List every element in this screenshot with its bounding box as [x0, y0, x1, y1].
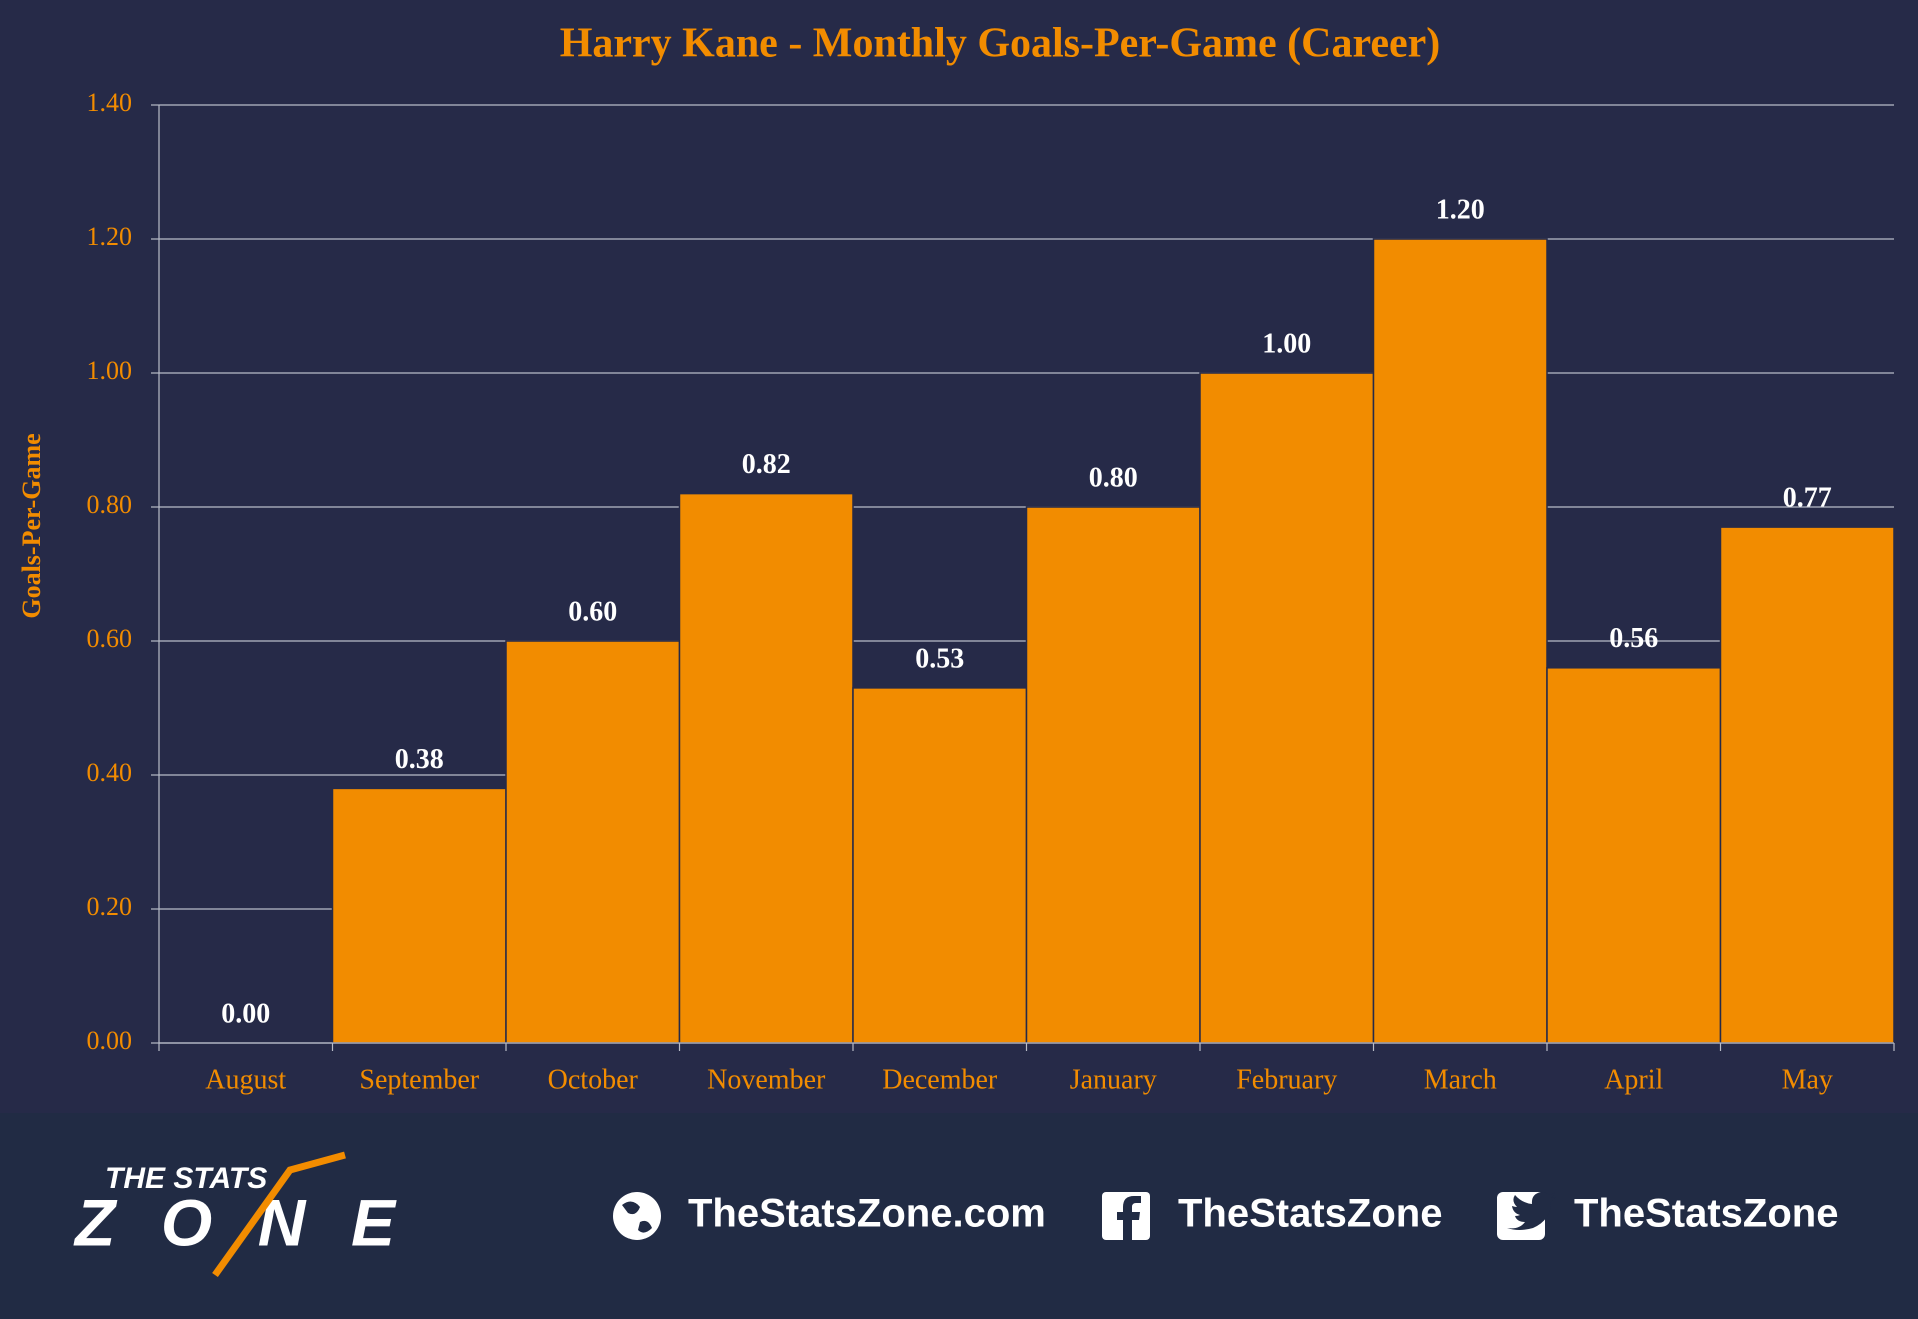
bar	[1025, 506, 1201, 1044]
data-label: 0.38	[395, 744, 444, 775]
x-tick-label: February	[1236, 1064, 1337, 1095]
data-label: 0.56	[1609, 623, 1658, 654]
y-tick-label: 1.40	[87, 88, 133, 117]
data-label: 1.20	[1436, 194, 1485, 225]
y-axis-label: Goals-Per-Game	[17, 433, 46, 618]
x-tick-label: September	[359, 1064, 479, 1095]
y-tick-label: 1.20	[87, 222, 133, 251]
globe-detail	[622, 1201, 652, 1233]
data-label: 0.00	[221, 998, 270, 1029]
y-tick-label: 0.00	[87, 1026, 133, 1055]
data-label: 0.80	[1089, 462, 1138, 493]
facebook-link[interactable]: TheStatsZone	[1178, 1192, 1442, 1236]
bar	[331, 787, 507, 1044]
data-label: 0.60	[568, 596, 617, 627]
facebook-f	[1117, 1196, 1141, 1240]
data-label: 0.77	[1783, 483, 1832, 514]
logo-swoosh	[212, 1151, 346, 1278]
x-tick-label: January	[1070, 1064, 1157, 1095]
data-label: 0.53	[915, 643, 964, 674]
x-tick-label: April	[1604, 1064, 1663, 1095]
x-tick-label: May	[1782, 1064, 1833, 1095]
x-tick-label: October	[548, 1064, 639, 1095]
chart-title: Harry Kane - Monthly Goals-Per-Game (Car…	[560, 21, 1441, 67]
y-tick-label: 0.80	[87, 490, 133, 519]
x-tick-label: December	[882, 1064, 998, 1095]
y-tick-label: 1.00	[87, 356, 133, 385]
bar	[505, 640, 681, 1044]
twitter-bird	[1507, 1192, 1556, 1230]
bar	[1372, 238, 1548, 1044]
bar	[1546, 667, 1722, 1044]
globe-icon	[613, 1192, 661, 1240]
bar	[852, 687, 1028, 1044]
logo-top: THE STATS	[105, 1162, 267, 1195]
x-tick-label: August	[205, 1064, 286, 1095]
x-tick-label: November	[707, 1064, 826, 1095]
website-link[interactable]: TheStatsZone.com	[688, 1192, 1046, 1236]
y-tick-label: 0.40	[87, 758, 133, 787]
y-tick-label: 0.60	[87, 624, 133, 653]
footer-background	[0, 1113, 1918, 1319]
x-tick-label: March	[1424, 1064, 1497, 1095]
bar	[678, 492, 854, 1044]
bar	[1719, 526, 1895, 1044]
y-tick-label: 0.20	[87, 892, 133, 921]
data-label: 1.00	[1262, 328, 1311, 359]
twitter-link[interactable]: TheStatsZone	[1574, 1192, 1838, 1236]
bar	[1199, 372, 1375, 1044]
data-label: 0.82	[742, 449, 791, 480]
